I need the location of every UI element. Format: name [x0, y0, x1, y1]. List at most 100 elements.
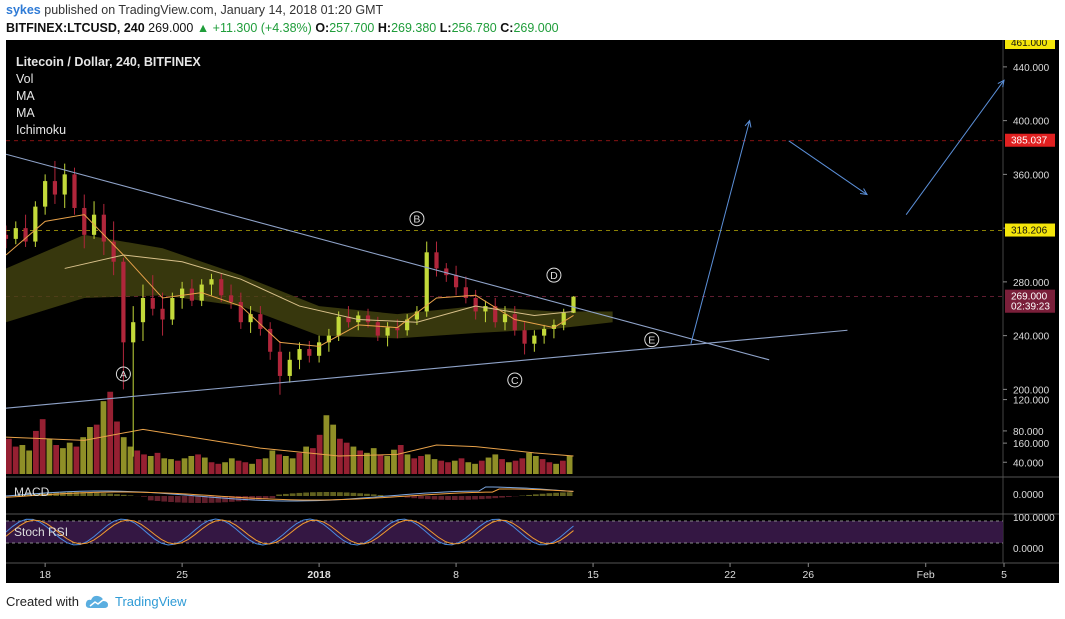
legend-title[interactable]: Litecoin / Dollar, 240, BITFINEX: [16, 55, 201, 69]
legend-item-ma-2[interactable]: MA: [16, 106, 35, 120]
volume-bar: [255, 459, 262, 474]
volume-bar: [66, 442, 73, 474]
candle-body: [434, 252, 439, 269]
tradingview-brand-link[interactable]: TradingView: [114, 594, 187, 609]
projection-arrow: [788, 140, 868, 195]
macd-histogram-bar: [201, 496, 208, 503]
projection-arrow: [905, 80, 1005, 215]
time-tick-label: 2018: [307, 569, 331, 581]
volume-bar: [451, 460, 458, 474]
candle-body: [23, 228, 28, 242]
candle-body: [287, 359, 292, 376]
candle-body: [542, 328, 547, 336]
volume-bar: [141, 454, 147, 474]
volume-bar: [364, 452, 370, 474]
triangle-trendline: [6, 153, 770, 361]
volume-bar: [418, 455, 424, 474]
candle-body: [561, 312, 566, 325]
volume-tick-label: 40.000: [1013, 458, 1044, 469]
price-tick-label: 400.000: [1013, 117, 1050, 128]
macd-histogram-bar: [445, 496, 451, 500]
legend-item-ma-1[interactable]: MA: [16, 89, 35, 103]
username-link[interactable]: sykes: [6, 3, 41, 17]
volume-bar: [262, 458, 269, 474]
macd-histogram-bar: [289, 493, 296, 496]
volume-bar: [357, 450, 364, 474]
candle-body: [453, 275, 459, 288]
macd-histogram-bar: [559, 492, 566, 496]
macd-histogram-bar: [357, 493, 364, 496]
macd-histogram-bar: [431, 496, 438, 500]
footer: Created with TradingView: [6, 594, 187, 609]
candle-body: [238, 302, 243, 323]
macd-histogram-bar: [255, 496, 262, 500]
candle-body: [268, 328, 273, 352]
candle-body: [414, 311, 420, 320]
ohlc-open-label: O:: [315, 21, 330, 35]
price-tick-label: 200.000: [1013, 385, 1050, 396]
macd-histogram-bar: [188, 496, 195, 503]
candle-body: [277, 351, 283, 376]
volume-bar: [33, 430, 39, 474]
volume-bar: [546, 462, 553, 474]
price-tag-label: 461.000: [1011, 40, 1048, 49]
price-change: ▲ +11.300 (+4.38%): [196, 21, 312, 35]
candle-body: [336, 316, 341, 336]
volume-bar: [73, 446, 80, 474]
volume-bar: [492, 454, 499, 474]
macd-histogram-bar: [282, 493, 289, 496]
symbol-line: BITFINEX:LTCUSD, 240 269.000 ▲ +11.300 (…: [6, 21, 559, 35]
price-tag: 461.000: [1005, 40, 1055, 49]
macd-histogram-bar: [323, 492, 330, 496]
price-tick-label: 440.000: [1013, 63, 1050, 74]
macd-histogram-bar: [330, 492, 337, 496]
volume-bar: [472, 463, 478, 474]
time-tick-label: 22: [724, 569, 736, 581]
price-tag-box: [1005, 133, 1055, 147]
volume-bar: [80, 437, 87, 474]
volume-bar: [532, 455, 539, 474]
price-tag-label: 318.206: [1011, 226, 1048, 237]
ohlc-high-value: 269.380: [391, 21, 437, 35]
macd-histogram-bar: [553, 492, 559, 496]
price-tick-label: 160.000: [1013, 439, 1050, 450]
candle-body: [326, 335, 331, 343]
volume-bar: [519, 458, 526, 474]
macd-histogram-bar: [478, 496, 485, 500]
volume-bar: [161, 458, 168, 474]
time-tick-label: 8: [453, 569, 459, 581]
chart-area[interactable]: 160.000200.000240.000280.000320.000360.0…: [6, 40, 1059, 583]
price-tick-label: 240.000: [1013, 332, 1050, 343]
volume-bar: [289, 458, 296, 474]
stoch-tick-label: 0.0000: [1013, 544, 1044, 555]
created-with-label: Created with: [6, 594, 79, 609]
candle-body: [43, 181, 48, 207]
volume-bar: [26, 450, 33, 474]
candle-body: [33, 206, 38, 242]
macd-histogram-bar: [465, 496, 472, 500]
candle-body: [121, 261, 126, 343]
price-chart[interactable]: 160.000200.000240.000280.000320.000360.0…: [6, 40, 1059, 583]
legend-item-ichimoku[interactable]: Ichimoku: [16, 123, 67, 137]
ohlc-close-value: 269.000: [513, 21, 559, 35]
legend-item-vol[interactable]: Vol: [16, 72, 34, 86]
candle-body: [52, 181, 58, 195]
macd-histogram-bar: [114, 494, 120, 496]
macd-histogram-bar: [411, 496, 418, 499]
volume-bar: [188, 455, 195, 474]
price-tag-box: [1005, 40, 1055, 49]
wave-label-circle: [115, 366, 131, 382]
candle-body: [307, 349, 312, 356]
macd-label: MACD: [14, 485, 50, 499]
volume-bar: [208, 462, 215, 474]
candle-body: [405, 319, 410, 331]
volume-bar: [303, 446, 310, 474]
candle-body: [209, 279, 214, 285]
macd-histogram-bar: [310, 492, 316, 496]
macd-histogram-bar: [424, 496, 431, 500]
candle-body: [493, 306, 498, 323]
volume-bar: [445, 462, 451, 474]
macd-histogram-bar: [276, 494, 282, 496]
volume-bar: [411, 458, 418, 474]
macd-histogram-bar: [222, 496, 228, 503]
